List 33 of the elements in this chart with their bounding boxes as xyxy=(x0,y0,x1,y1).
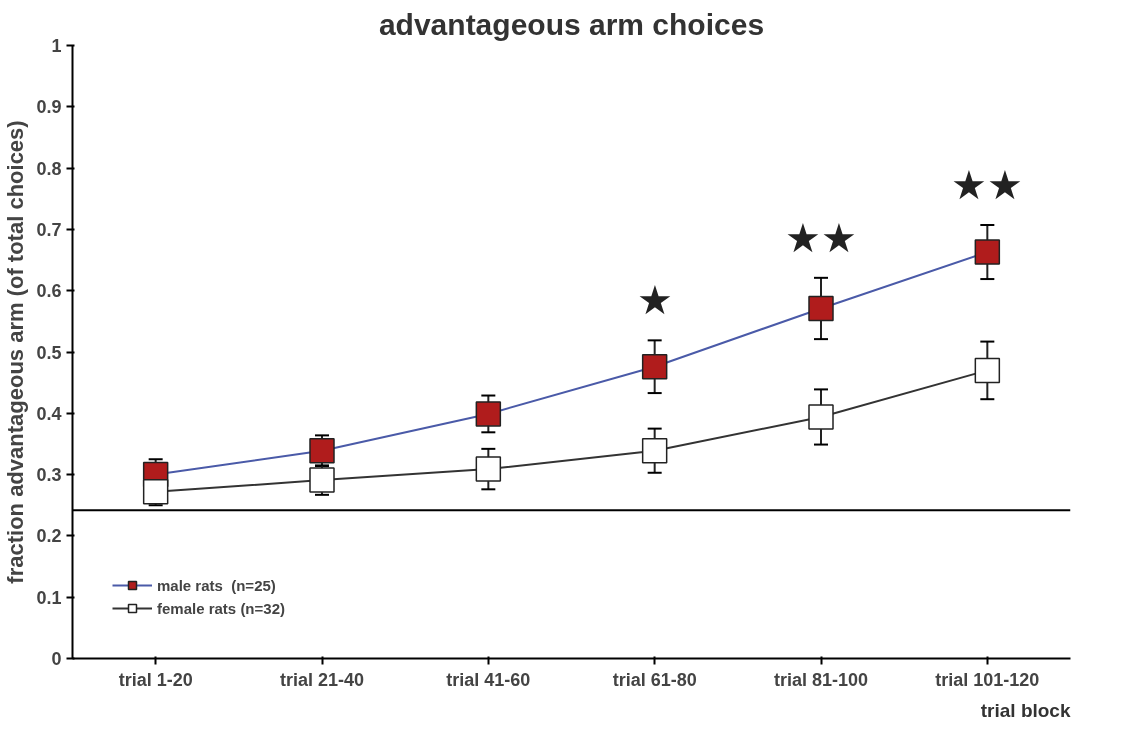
annotation: ★★ xyxy=(951,163,1024,208)
x-tick-label: trial 1-20 xyxy=(118,669,193,690)
x-tick-label: trial 101-120 xyxy=(935,669,1040,690)
y-tick-label: 0.7 xyxy=(36,219,62,240)
point xyxy=(475,456,502,482)
x-tick-label: trial 81-100 xyxy=(773,669,869,690)
y-tick-label: 0.9 xyxy=(36,97,62,118)
y-tick-label: 0.2 xyxy=(36,526,62,547)
chart-title: advantageous arm choices xyxy=(378,7,765,41)
x-tick-label: trial 21-40 xyxy=(279,669,365,690)
point xyxy=(808,295,834,322)
point xyxy=(475,401,502,427)
point xyxy=(974,239,1001,265)
y-tick-label: 0.4 xyxy=(36,403,62,424)
point xyxy=(641,437,668,464)
x-tick-label: trial 41-60 xyxy=(446,669,531,690)
legend-label: female rats (n=32) xyxy=(157,599,285,617)
y-tick-label: 0.8 xyxy=(36,158,62,179)
y-tick-label: 0.3 xyxy=(36,465,62,486)
x-tick-label: trial 61-80 xyxy=(612,669,697,690)
y-tick-label: 1 xyxy=(51,36,62,56)
y-tick-label: 0.5 xyxy=(36,342,62,363)
y-tick-label: 0.6 xyxy=(36,281,62,302)
point xyxy=(974,357,1001,384)
x-axis-title: trial block xyxy=(980,699,1071,721)
legend-label: male rats (n=25) xyxy=(157,576,276,594)
annotation: ★ xyxy=(636,278,673,323)
y-tick-label: 0.1 xyxy=(36,587,62,608)
point xyxy=(808,404,834,430)
annotation: ★★ xyxy=(785,215,857,260)
y-tick-label: 0 xyxy=(51,649,62,669)
point xyxy=(641,353,668,380)
y-axis-title: fraction advantageous arm (of total choices) xyxy=(3,120,29,584)
